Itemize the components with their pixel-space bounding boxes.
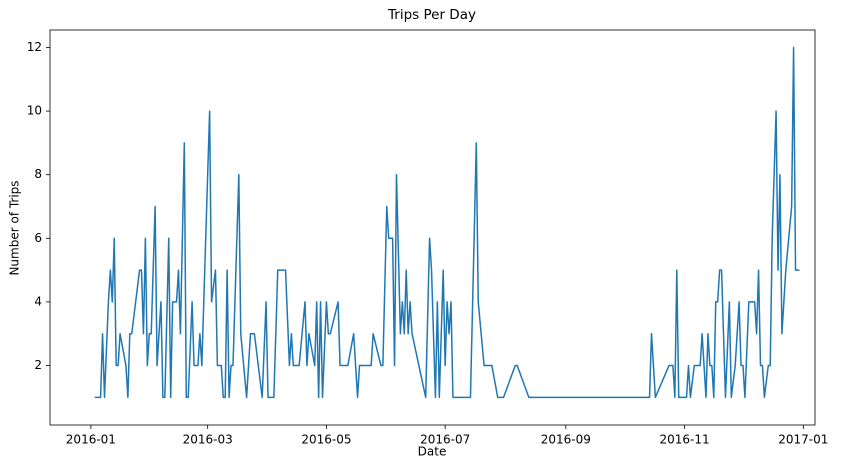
x-tick-label: 2016-07 [420, 433, 470, 447]
y-tick-label: 6 [34, 231, 42, 245]
y-tick-label: 2 [34, 358, 42, 372]
y-axis-label: Number of Trips [8, 180, 22, 275]
y-tick-label: 8 [34, 167, 42, 181]
x-tick-label: 2016-03 [183, 433, 233, 447]
x-tick-label: 2016-01 [66, 433, 116, 447]
x-axis-label: Date [418, 445, 447, 459]
chart-title: Trips Per Day [387, 7, 476, 23]
x-tick-label: 2016-09 [541, 433, 591, 447]
x-tick-label: 2016-05 [301, 433, 351, 447]
y-tick-label: 12 [27, 40, 42, 54]
x-tick-label: 2016-11 [660, 433, 710, 447]
y-tick-label: 10 [27, 104, 42, 118]
x-tick-label: 2017-01 [778, 433, 828, 447]
plot-frame [49, 29, 816, 426]
data-line [94, 46, 800, 399]
y-tick-label: 4 [34, 294, 42, 308]
